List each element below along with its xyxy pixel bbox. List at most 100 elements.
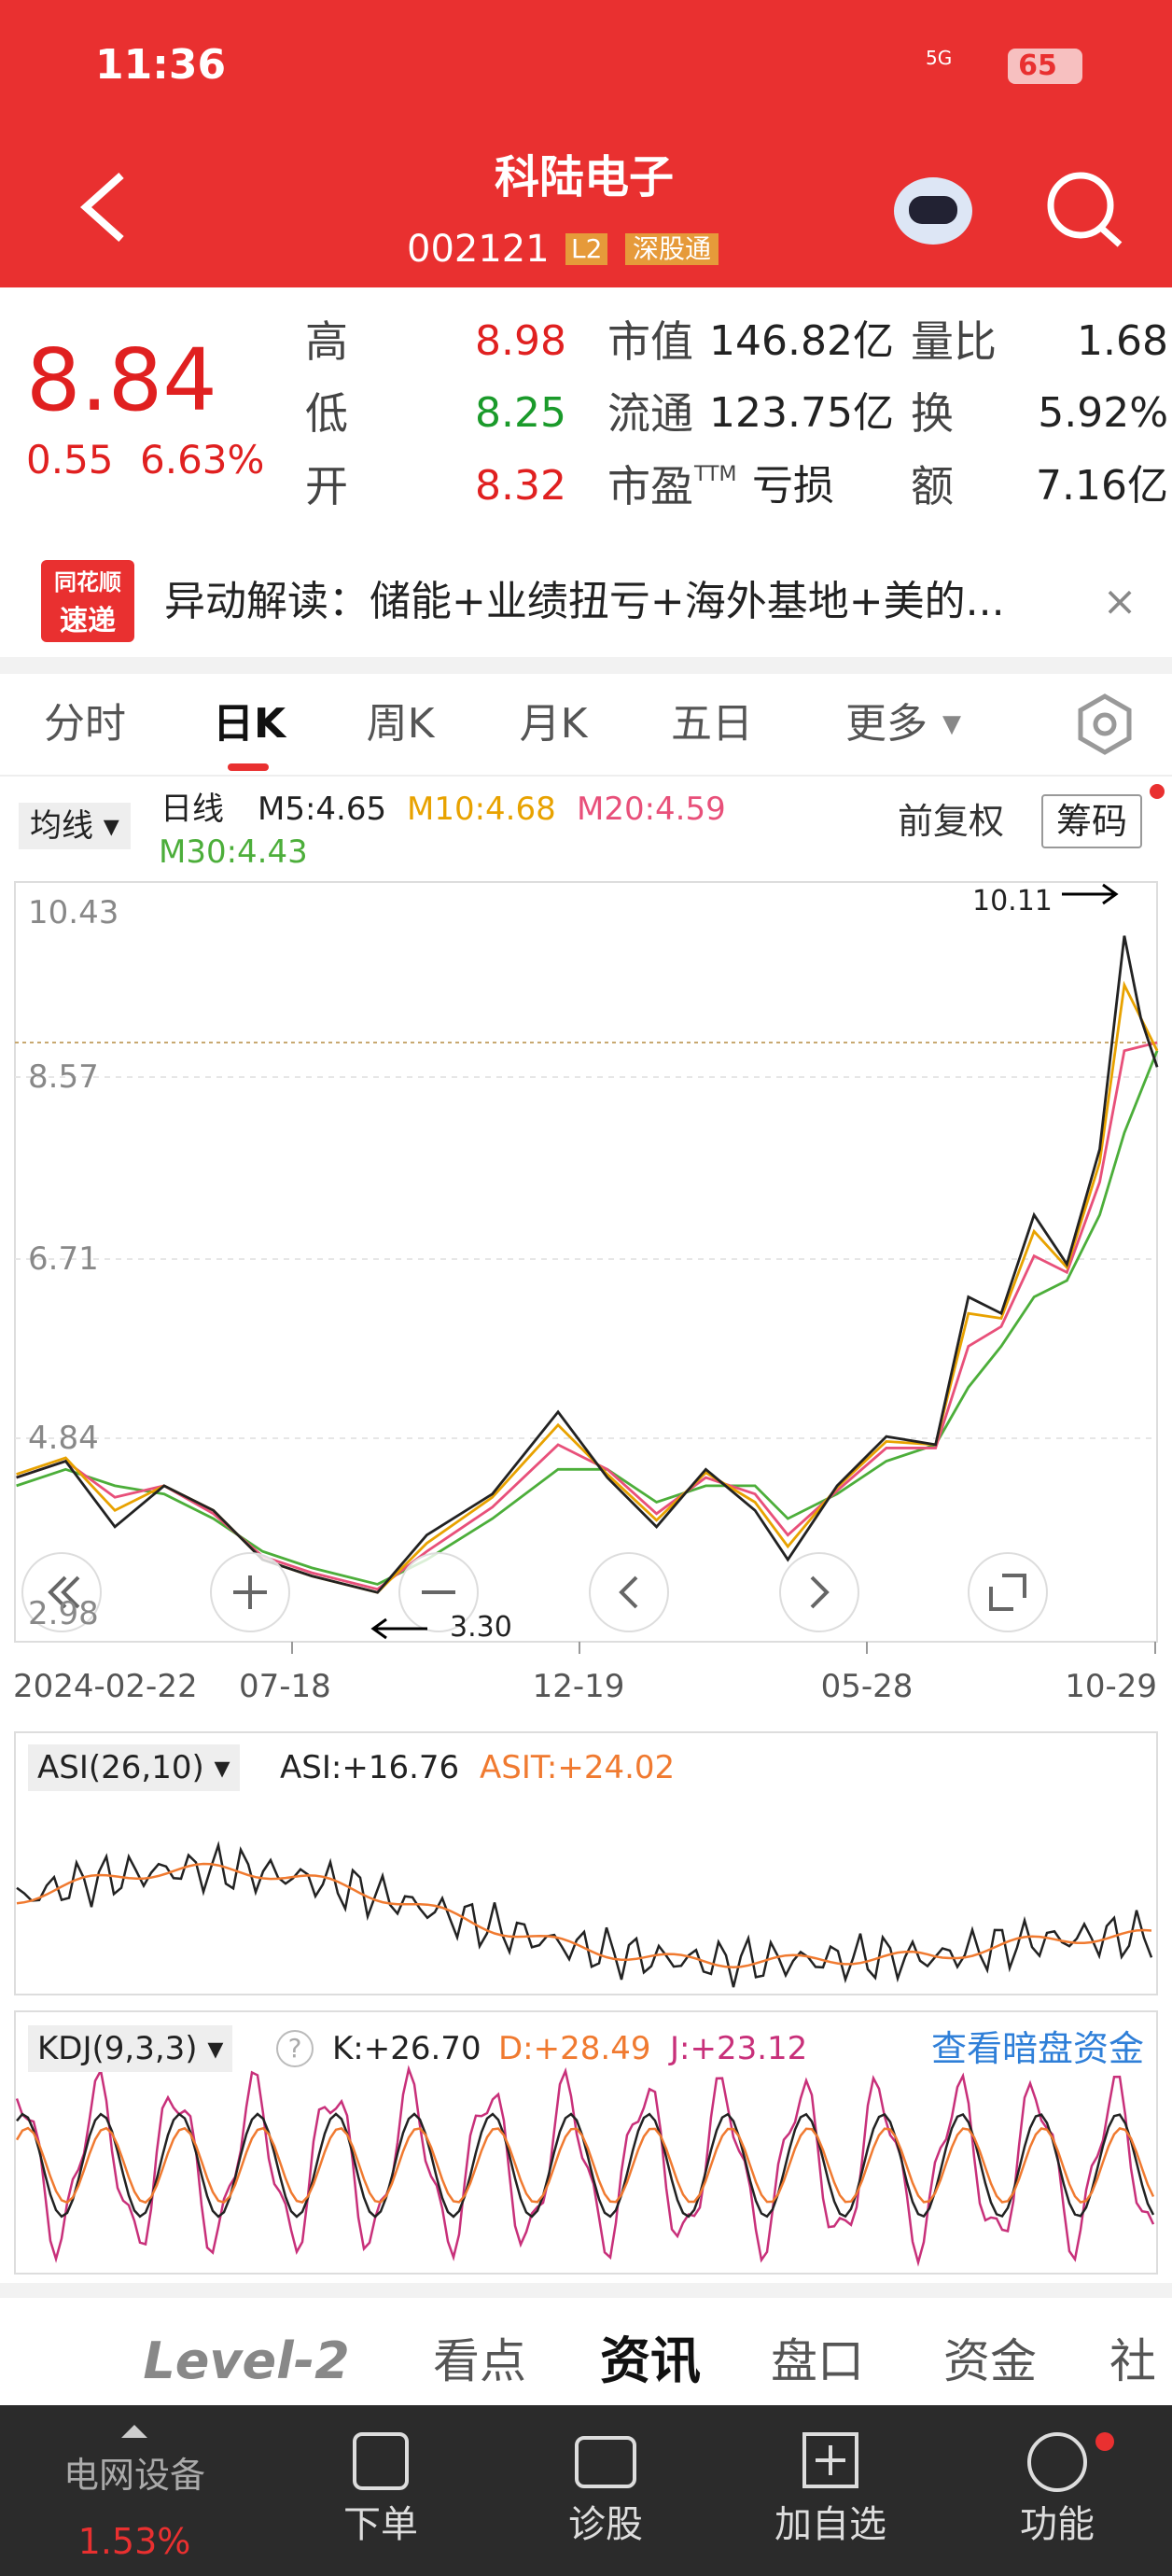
arrow-head	[370, 1617, 387, 1640]
ma20: M20:4.59	[577, 791, 726, 828]
kdj-j: J:+23.12	[670, 2030, 808, 2067]
kdj-selector-label: KDJ(9,3,3)	[37, 2030, 198, 2067]
date-ticks	[291, 1642, 1156, 1654]
asi-frame	[14, 1731, 1158, 1995]
search-button[interactable]	[1047, 172, 1114, 239]
price-label: 10.43	[28, 894, 119, 931]
quote-value: 7.16亿	[1036, 462, 1168, 510]
date-label: 07-18	[239, 1668, 331, 1705]
ma-button[interactable]: 均线 ▾	[19, 803, 131, 849]
status-network: 5G	[926, 47, 953, 69]
j-line	[15, 2065, 1155, 2267]
asi-value: ASI:+16.76	[280, 1749, 460, 1786]
nav-item[interactable]: 加自选	[774, 2503, 886, 2546]
arrow-head	[1102, 883, 1119, 905]
news-text[interactable]: 异动解读：储能+业绩扭亏+海外基地+美的...	[164, 578, 1005, 625]
glyph	[619, 1575, 638, 1609]
kdj-frame	[14, 2010, 1158, 2275]
tab[interactable]: 月K	[519, 700, 588, 748]
quote-label-sup: TTM	[694, 463, 737, 486]
ma30: M30:4.43	[159, 833, 308, 871]
quote-label: 额	[911, 461, 954, 511]
help-icon[interactable]: ?	[276, 2030, 314, 2067]
control-glyphs	[48, 1574, 1026, 1611]
separator	[0, 657, 1172, 674]
nav-item[interactable]: 功能	[1020, 2503, 1095, 2546]
tab[interactable]: 五日	[671, 700, 753, 748]
k-line	[16, 2112, 1155, 2219]
news-logo-top: 同花顺	[54, 569, 121, 595]
price-label: 6.71	[28, 1240, 99, 1278]
badge: L2	[565, 233, 608, 265]
stock-name: 科陆电子	[494, 151, 675, 203]
asit-value: ASIT:+24.02	[480, 1749, 676, 1786]
glyph	[810, 1575, 830, 1609]
asi-selector[interactable]: ASI(26,10) ▾	[28, 1744, 240, 1791]
price-line	[16, 935, 1159, 1594]
quote-value: 1.68	[1077, 317, 1168, 365]
tab[interactable]: 分时	[44, 700, 126, 748]
price-grid	[15, 1076, 1157, 1439]
quote-value: 8.32	[475, 462, 566, 510]
quote-label: 市盈	[607, 461, 693, 511]
back-button[interactable]	[80, 173, 124, 242]
tab[interactable]: 周K	[366, 700, 435, 748]
adjust-label[interactable]: 前复权	[898, 801, 1005, 842]
tab[interactable]: 日K	[212, 700, 286, 748]
news-close[interactable]: ×	[1102, 578, 1137, 625]
quote-value: 8.98	[475, 317, 566, 365]
scroll-right[interactable]	[779, 1552, 859, 1632]
high-note: 10.11	[972, 885, 1053, 917]
price-lines	[16, 935, 1159, 1594]
glyph	[48, 1575, 67, 1609]
battery	[1008, 49, 1082, 84]
quote-value: 123.75亿	[709, 389, 894, 437]
glyph	[61, 1575, 80, 1609]
nav-item[interactable]: 诊股	[568, 2503, 643, 2546]
bottom-tab[interactable]: 社	[1109, 2334, 1156, 2388]
scroll-left[interactable]	[589, 1552, 669, 1632]
quote-label: 开	[305, 461, 348, 511]
date-label: 05-28	[820, 1668, 914, 1705]
chart-frame	[14, 881, 1158, 1643]
last-price: 8.84	[26, 330, 217, 430]
quote-label: 市值	[607, 316, 693, 367]
dark-pool-link[interactable]: 查看暗盘资金	[930, 2028, 1144, 2069]
bottom-tab[interactable]: 资讯	[600, 2331, 701, 2390]
tab[interactable]: 更多	[845, 700, 928, 748]
price-label: 8.57	[28, 1058, 99, 1096]
separator	[0, 2283, 1172, 2298]
header-icons	[80, 172, 1123, 247]
chart-controls	[21, 1552, 1048, 1632]
asit-line	[16, 1862, 1152, 1969]
nav-sector[interactable]: 电网设备	[63, 2455, 206, 2496]
quote-value: 5.92%	[1038, 389, 1168, 437]
news-logo-bottom: 速递	[60, 605, 116, 637]
ma30-line	[16, 1050, 1159, 1586]
bottom-tab[interactable]: Level-2	[143, 2331, 350, 2390]
quote-label: 量比	[911, 316, 997, 367]
red-dot	[1150, 784, 1165, 799]
nav-item[interactable]: 下单	[343, 2503, 418, 2546]
price-change-pct: 6.63%	[140, 437, 265, 483]
nav-bg	[0, 2405, 1172, 2576]
nav-sector-pct: 1.53%	[77, 2521, 191, 2562]
glyph	[989, 1587, 1013, 1611]
price-label: 4.84	[28, 1420, 99, 1457]
news-logo	[41, 560, 134, 642]
fullscreen[interactable]	[968, 1552, 1048, 1632]
quote-label: 低	[305, 388, 348, 439]
stock-code: 002121	[407, 228, 550, 271]
bottom-tab[interactable]: 资金	[943, 2334, 1037, 2388]
asi-lines	[16, 1841, 1153, 1988]
asi-selector-label: ASI(26,10)	[37, 1749, 204, 1786]
quote-value: 亏损	[752, 462, 834, 510]
bottom-tab[interactable]: 盘口	[771, 2334, 864, 2388]
bottom-tab[interactable]: 看点	[433, 2334, 526, 2388]
chips-button[interactable]: 筹码	[1041, 794, 1143, 848]
kdj-selector[interactable]: KDJ(9,3,3) ▾	[28, 2025, 233, 2072]
price-change: 0.55	[26, 437, 114, 483]
d-line	[15, 2126, 1155, 2205]
